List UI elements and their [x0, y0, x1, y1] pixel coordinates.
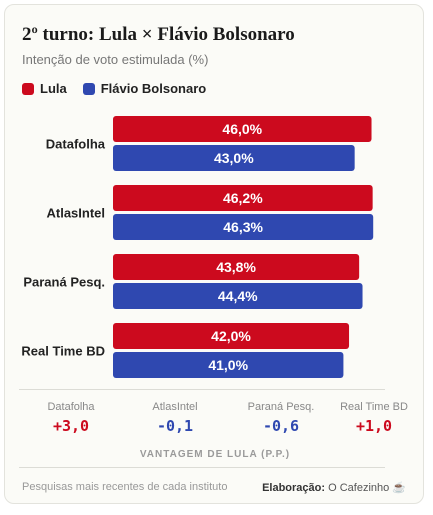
chart-subtitle: Intenção de voto estimulada (%) — [22, 52, 209, 67]
advantage-value: +1,0 — [355, 417, 393, 435]
legend-item-flavio: Flávio Bolsonaro — [82, 81, 207, 96]
legend-label-flavio: Flávio Bolsonaro — [100, 81, 207, 96]
advantage-col-realtime: Real Time BD +1,0 — [324, 401, 424, 435]
category-label: Paraná Pesq. — [23, 275, 105, 290]
advantage-value: +3,0 — [52, 417, 90, 435]
category-label: Datafolha — [46, 137, 106, 152]
bar-lula — [113, 254, 360, 280]
bar-value-label: 41,0% — [208, 357, 248, 373]
bar-value-label: 46,3% — [223, 219, 263, 235]
footer-note: Pesquisas mais recentes de cada institut… — [22, 481, 228, 493]
legend-swatch-flavio — [82, 82, 95, 95]
chart-card: 2º turno: Lula × Flávio Bolsonaro Intenç… — [4, 4, 424, 504]
advantage-label: AtlasIntel — [152, 401, 198, 413]
divider-top — [19, 389, 385, 390]
bar-plot: Datafolha 46,0% 43,0% AtlasIntel 46,2% 46,3% P… — [21, 116, 374, 378]
bar-flavio — [113, 283, 363, 309]
category-label: Real Time BD — [21, 344, 105, 359]
bar-lula — [113, 185, 373, 211]
bar-lula — [113, 116, 372, 142]
footer-credit-label: Elaboração: — [262, 482, 326, 494]
advantage-col-datafolha: Datafolha +3,0 — [21, 401, 121, 435]
category-label: AtlasIntel — [46, 206, 105, 221]
footer-credit: Elaboração: O Cafezinho ☕ — [262, 481, 406, 494]
bar-value-label: 44,4% — [218, 288, 258, 304]
bar-value-label: 46,2% — [223, 190, 263, 206]
footer-credit-name: O Cafezinho ☕ — [328, 482, 406, 494]
advantage-grid: Datafolha +3,0 AtlasIntel -0,1 Paraná Pe… — [21, 401, 421, 441]
legend-item-lula: Lula — [22, 81, 67, 96]
bar-flavio — [113, 145, 355, 171]
advantage-label: Datafolha — [47, 401, 95, 413]
advantage-caption: VANTAGEM DE LULA (P.P.) — [139, 449, 291, 460]
advantage-col-parana: Paraná Pesq. -0,6 — [231, 401, 331, 435]
bar-value-label: 46,0% — [222, 121, 262, 137]
bar-flavio — [113, 214, 374, 240]
legend-swatch-lula — [22, 82, 34, 95]
legend-label-lula: Lula — [40, 81, 67, 96]
advantage-value: -0,1 — [156, 417, 194, 435]
bar-flavio — [113, 352, 344, 378]
bar-value-label: 43,8% — [216, 259, 256, 275]
bar-value-label: 43,0% — [214, 150, 254, 166]
legend: Lula Flávio Bolsonaro — [22, 81, 222, 96]
advantage-value: -0,6 — [262, 417, 300, 435]
chart-title: 2º turno: Lula × Flávio Bolsonaro — [22, 24, 295, 45]
advantage-col-atlasintel: AtlasIntel -0,1 — [125, 401, 225, 435]
advantage-label: Real Time BD — [340, 401, 408, 413]
divider-bottom — [19, 467, 385, 468]
bar-value-label: 42,0% — [211, 328, 251, 344]
bar-lula — [113, 323, 350, 349]
advantage-label: Paraná Pesq. — [247, 401, 315, 413]
